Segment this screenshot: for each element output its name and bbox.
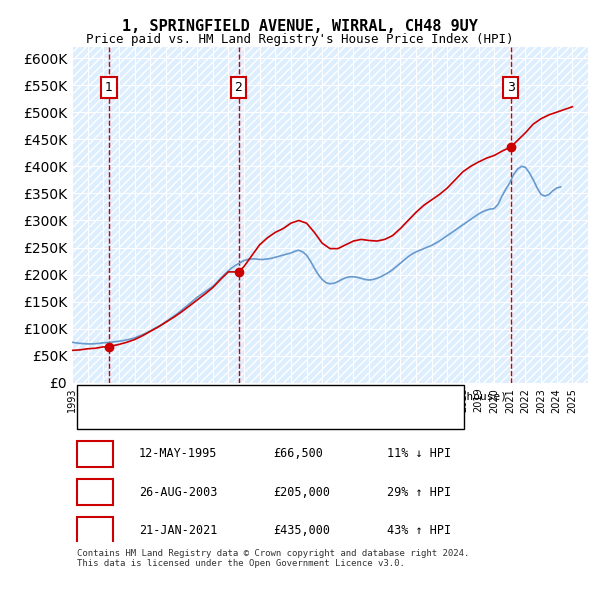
Text: £205,000: £205,000 xyxy=(273,486,330,499)
FancyBboxPatch shape xyxy=(77,385,464,430)
Text: Price paid vs. HM Land Registry's House Price Index (HPI): Price paid vs. HM Land Registry's House … xyxy=(86,33,514,46)
Text: 1: 1 xyxy=(105,81,113,94)
FancyBboxPatch shape xyxy=(77,441,113,467)
Text: 11% ↓ HPI: 11% ↓ HPI xyxy=(387,447,451,460)
Text: 1, SPRINGFIELD AVENUE, WIRRAL, CH48 9UY (detached house): 1, SPRINGFIELD AVENUE, WIRRAL, CH48 9UY … xyxy=(129,392,507,402)
Text: 1: 1 xyxy=(91,447,99,460)
Text: HPI: Average price, detached house, Wirral: HPI: Average price, detached house, Wirr… xyxy=(129,413,412,423)
Text: 2: 2 xyxy=(235,81,242,94)
Text: 12-MAY-1995: 12-MAY-1995 xyxy=(139,447,217,460)
Text: 26-AUG-2003: 26-AUG-2003 xyxy=(139,486,217,499)
Text: £66,500: £66,500 xyxy=(273,447,323,460)
Text: 3: 3 xyxy=(91,524,99,537)
FancyBboxPatch shape xyxy=(77,479,113,505)
Text: 43% ↑ HPI: 43% ↑ HPI xyxy=(387,524,451,537)
Text: 1, SPRINGFIELD AVENUE, WIRRAL, CH48 9UY: 1, SPRINGFIELD AVENUE, WIRRAL, CH48 9UY xyxy=(122,19,478,34)
Text: 21-JAN-2021: 21-JAN-2021 xyxy=(139,524,217,537)
Text: £435,000: £435,000 xyxy=(273,524,330,537)
Text: 29% ↑ HPI: 29% ↑ HPI xyxy=(387,486,451,499)
Text: 3: 3 xyxy=(506,81,515,94)
Text: 2: 2 xyxy=(91,486,99,499)
FancyBboxPatch shape xyxy=(77,517,113,544)
Text: Contains HM Land Registry data © Crown copyright and database right 2024.
This d: Contains HM Land Registry data © Crown c… xyxy=(77,549,470,568)
